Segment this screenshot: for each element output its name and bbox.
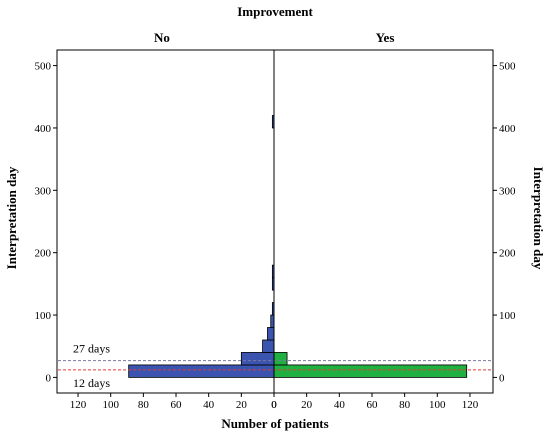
x-axis-label: Number of patients — [221, 416, 328, 431]
x-tick-label-right-1: 20 — [301, 399, 313, 411]
y-tick-label-left-2: 200 — [35, 248, 52, 260]
reference-label-0: 27 days — [73, 342, 110, 356]
x-tick-label-left-2: 80 — [138, 399, 150, 411]
plot-area — [56, 49, 494, 394]
y-tick-label-right-2: 200 — [499, 248, 516, 260]
x-tick-label-right-6: 120 — [462, 399, 479, 411]
y-tick-label-right-5: 500 — [499, 61, 516, 73]
y-tick-label-left-0: 0 — [46, 372, 52, 384]
reference-lines: 27 days 12 days — [58, 342, 492, 390]
x-tick-label-right-5: 100 — [429, 399, 446, 411]
y-tick-label-right-0: 0 — [499, 372, 505, 384]
bar-yes-1 — [273, 352, 288, 366]
y-tick-label-right-4: 400 — [499, 123, 516, 135]
x-tick-label-right-2: 40 — [334, 399, 346, 411]
group-label-no: No — [154, 30, 170, 45]
y-tick-label-right-1: 100 — [499, 310, 516, 322]
y-tick-label-right-3: 300 — [499, 185, 516, 197]
bar-no-1 — [240, 352, 275, 366]
y-tick-label-left-4: 400 — [35, 123, 52, 135]
bar-yes-0 — [273, 364, 468, 378]
plot-frame — [56, 49, 494, 394]
group-label-yes: Yes — [376, 30, 395, 45]
y-axis-label-left: Interpretation day — [4, 166, 19, 269]
y-axis-label-right: Interpretation day — [531, 167, 546, 270]
x-tick-label-left-1: 100 — [102, 399, 119, 411]
bar-no-2 — [262, 339, 275, 353]
x-tick-label-left-3: 60 — [171, 399, 183, 411]
x-tick-label-left-6: 0 — [271, 399, 277, 411]
x-tick-label-left-5: 20 — [236, 399, 248, 411]
x-tick-label-left-4: 40 — [203, 399, 215, 411]
x-tick-label-right-4: 80 — [399, 399, 411, 411]
y-tick-label-left-1: 100 — [35, 310, 52, 322]
reference-label-1: 12 days — [73, 376, 110, 390]
x-tick-label-right-0: 0 — [271, 399, 277, 411]
x-tick-label-right-3: 60 — [366, 399, 378, 411]
y-tick-label-left-3: 300 — [35, 185, 52, 197]
bar-no-3 — [267, 327, 275, 341]
y-tick-label-left-5: 500 — [35, 61, 52, 73]
chart-title: Improvement — [237, 4, 313, 19]
bar-no-0 — [128, 364, 275, 378]
x-tick-label-left-0: 120 — [70, 399, 87, 411]
